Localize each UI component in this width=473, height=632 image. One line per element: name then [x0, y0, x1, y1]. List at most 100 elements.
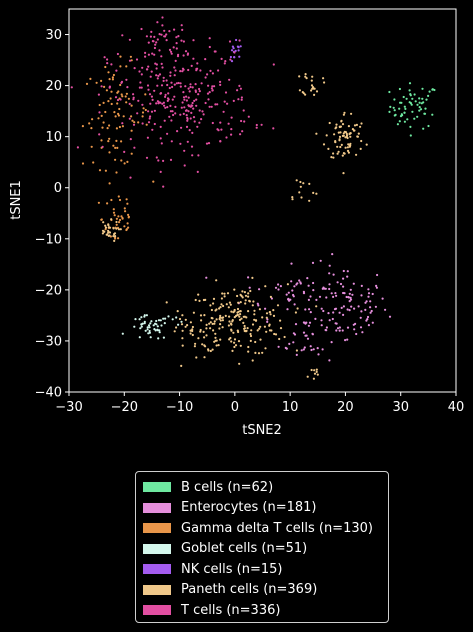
data-point [170, 140, 173, 143]
data-point [110, 102, 113, 106]
data-point [352, 282, 355, 285]
data-point [197, 337, 200, 340]
data-point [253, 318, 256, 321]
data-point [238, 84, 241, 87]
data-point [298, 75, 301, 78]
data-point [211, 121, 214, 125]
data-point [89, 77, 92, 80]
series-points [388, 82, 436, 137]
data-point [128, 59, 132, 62]
data-point [198, 90, 201, 93]
data-point [104, 65, 107, 69]
data-point [316, 373, 319, 376]
data-point [268, 323, 271, 326]
data-point [146, 328, 149, 331]
data-point [305, 77, 308, 80]
y-tick-label: −20 [35, 283, 62, 298]
data-point [92, 161, 95, 164]
data-point [117, 215, 120, 218]
data-point [158, 49, 161, 52]
data-point [146, 136, 149, 139]
data-point [128, 38, 131, 41]
data-point [154, 322, 157, 325]
data-point [162, 185, 165, 188]
data-point [270, 297, 273, 300]
data-point [398, 120, 401, 123]
data-point [306, 337, 310, 340]
data-point [148, 331, 151, 334]
data-point [265, 330, 268, 333]
data-point [163, 322, 166, 325]
data-point [311, 333, 314, 336]
data-point [160, 62, 163, 65]
data-point [189, 321, 192, 324]
data-point [111, 78, 114, 81]
data-point [117, 112, 120, 115]
data-point [141, 111, 145, 114]
data-point [143, 314, 146, 317]
data-point [305, 334, 308, 337]
data-point [195, 104, 198, 107]
data-point [184, 50, 188, 53]
data-point [114, 158, 117, 161]
data-point [398, 107, 401, 110]
data-point [240, 119, 243, 123]
data-point [325, 326, 328, 329]
data-point [205, 327, 208, 330]
data-point [322, 77, 325, 80]
data-point [201, 343, 204, 346]
data-point [150, 70, 153, 73]
data-point [170, 81, 173, 84]
data-point [100, 218, 103, 221]
data-point [181, 344, 184, 347]
data-point [229, 58, 232, 61]
data-point [181, 314, 184, 317]
data-point [151, 98, 154, 101]
data-point [183, 98, 186, 101]
data-point [125, 198, 128, 201]
data-point [312, 377, 315, 380]
data-point [140, 27, 143, 31]
data-point [369, 306, 372, 309]
data-point [388, 315, 392, 318]
data-point [165, 301, 168, 304]
y-tick-label: −30 [35, 334, 62, 349]
data-point [180, 126, 183, 129]
data-point [215, 318, 218, 321]
data-point [253, 313, 256, 316]
legend-item: T cells (n=336) [143, 600, 388, 621]
legend-label: NK cells (n=15) [181, 561, 283, 577]
x-axis-label: tSNE2 [242, 423, 282, 438]
data-point [118, 125, 121, 129]
data-point [114, 115, 117, 118]
data-point [143, 320, 146, 323]
data-point [116, 102, 119, 105]
data-point [312, 289, 315, 292]
data-point [418, 106, 421, 109]
data-point [251, 323, 255, 326]
data-point [121, 34, 124, 37]
data-point [209, 304, 212, 307]
data-point [130, 59, 133, 62]
data-point [403, 111, 406, 114]
data-point [244, 302, 247, 305]
data-point [181, 70, 184, 73]
data-point [344, 146, 347, 149]
data-point [110, 90, 113, 93]
data-point [144, 93, 147, 96]
x-tick-label: 20 [337, 400, 354, 415]
data-point [230, 128, 233, 131]
data-point [191, 333, 194, 337]
data-point [230, 328, 233, 331]
data-point [182, 54, 185, 57]
data-point [190, 104, 193, 107]
data-point [264, 307, 267, 310]
data-point [295, 353, 298, 356]
data-point [171, 85, 174, 89]
data-point [396, 123, 399, 126]
data-point [243, 120, 246, 123]
data-point [192, 39, 195, 42]
data-point [239, 313, 242, 316]
data-point [240, 294, 243, 298]
data-point [381, 297, 384, 300]
